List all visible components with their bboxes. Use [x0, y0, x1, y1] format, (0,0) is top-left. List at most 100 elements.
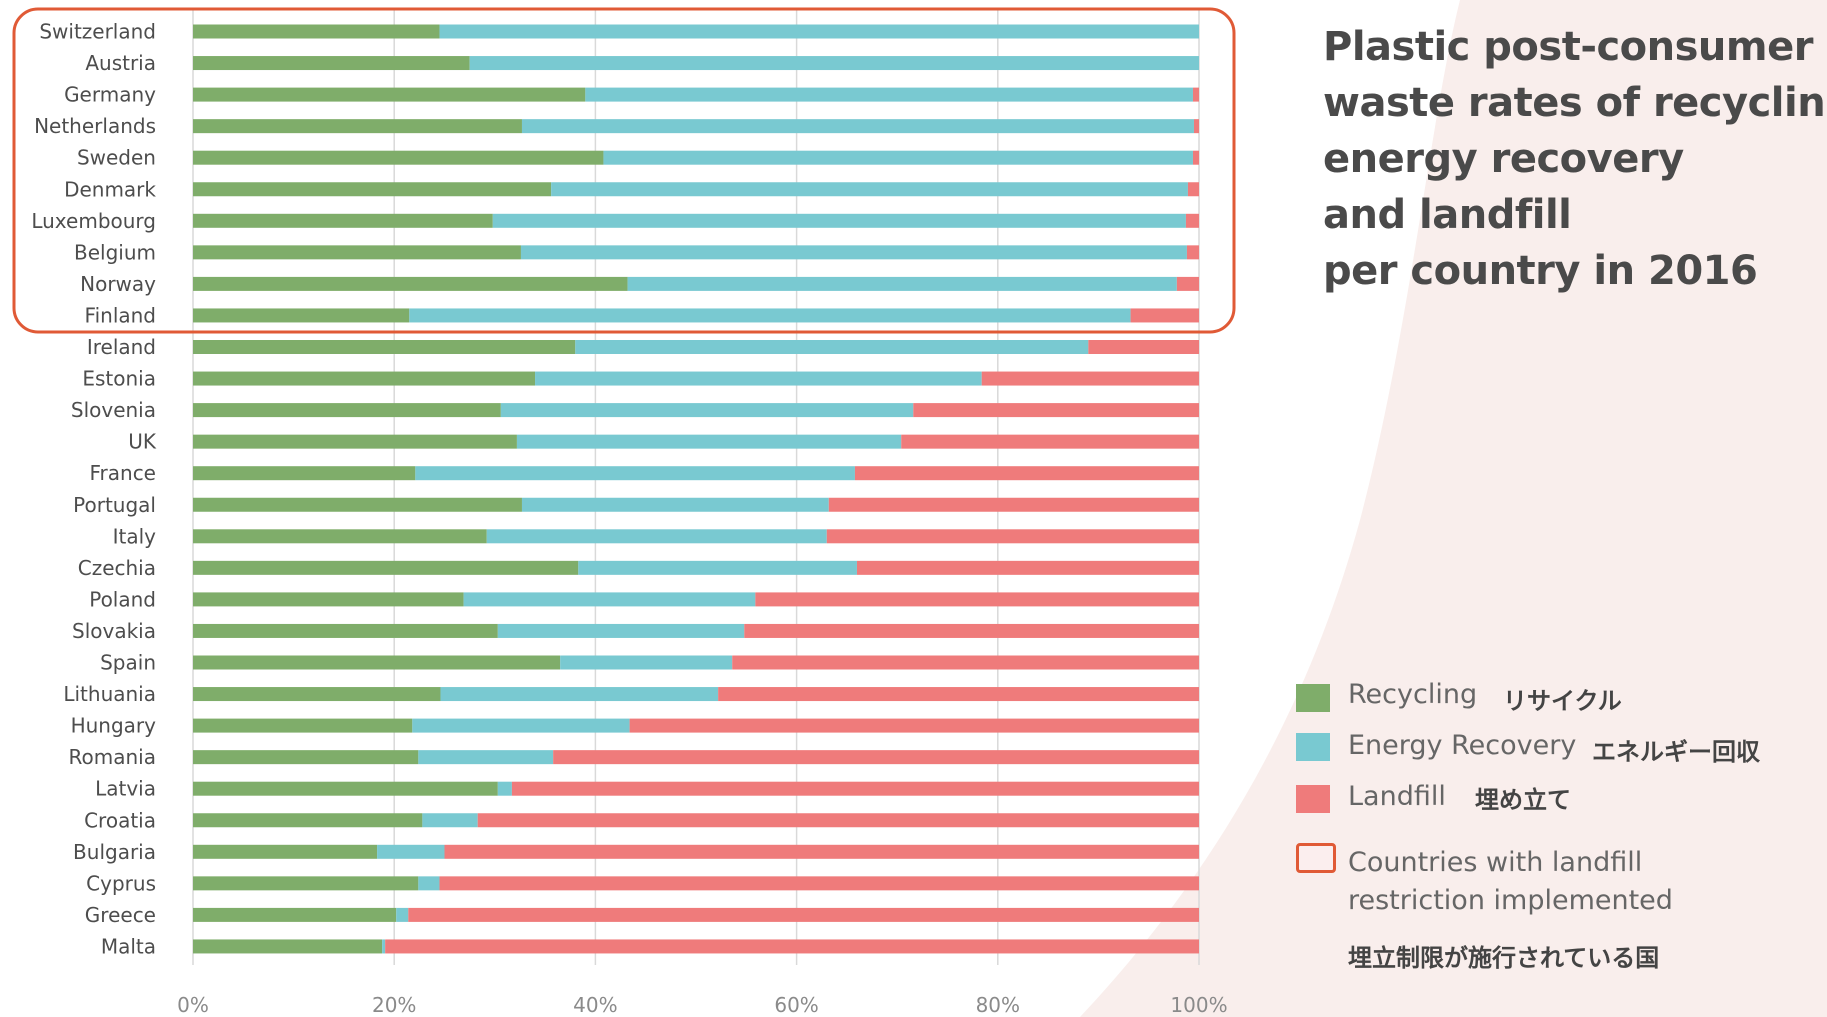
- title-line-3: energy recovery: [1323, 136, 1684, 182]
- bar-landfill: [901, 434, 1199, 449]
- category-label: Malta: [101, 934, 156, 958]
- bar-landfill: [1193, 119, 1199, 134]
- bar-recycling: [193, 844, 378, 859]
- bar-landfill: [1088, 340, 1199, 354]
- category-label: Germany: [64, 83, 156, 107]
- x-tick-label: 40%: [573, 993, 617, 1017]
- bar-energy-recovery: [412, 718, 630, 733]
- category-label: Finland: [85, 303, 156, 327]
- category-label: Luxembourg: [31, 209, 156, 233]
- bar-recycling: [193, 813, 423, 828]
- category-label: Norway: [80, 272, 156, 296]
- bar-recycling: [193, 655, 561, 670]
- bar-recycling: [193, 87, 586, 102]
- bar-landfill: [856, 560, 1199, 575]
- legend-label-landfill-jp: 埋め立て: [1475, 786, 1571, 814]
- bar-landfill: [1185, 213, 1199, 228]
- background-curve-shape: [1080, 0, 1827, 1017]
- bar-recycling: [193, 56, 470, 71]
- bar-landfill: [444, 844, 1199, 859]
- legend-swatch-landfill: [1296, 785, 1330, 813]
- bar-recycling: [193, 592, 464, 607]
- category-label: Portugal: [73, 493, 156, 517]
- bar-recycling: [193, 560, 579, 575]
- bar-energy-recovery: [551, 182, 1188, 197]
- title-line-4: and landfill: [1323, 192, 1572, 238]
- category-label: Slovakia: [72, 619, 156, 643]
- legend-label-energy-recovery: Energy Recovery: [1348, 730, 1577, 761]
- x-tick-label: 80%: [976, 993, 1020, 1017]
- category-label: Switzerland: [39, 20, 156, 44]
- x-tick-label: 0%: [177, 993, 209, 1017]
- category-label: Denmark: [64, 177, 156, 201]
- bar-recycling: [193, 24, 440, 39]
- bar-landfill: [629, 718, 1199, 733]
- bar-landfill: [913, 403, 1199, 418]
- bar-landfill: [1187, 182, 1199, 197]
- bar-energy-recovery: [575, 340, 1089, 354]
- x-tick-label: 100%: [1170, 993, 1227, 1017]
- bar-energy-recovery: [500, 403, 914, 418]
- category-label: Belgium: [74, 240, 156, 264]
- bar-energy-recovery: [439, 24, 1200, 39]
- category-label: Sweden: [77, 146, 156, 170]
- bar-energy-recovery: [603, 150, 1193, 165]
- bar-landfill: [981, 371, 1199, 386]
- category-label: Bulgaria: [73, 840, 156, 864]
- bar-landfill: [718, 687, 1199, 702]
- bar-recycling: [193, 750, 419, 765]
- legend-label-restriction-line1: Countries with landfill: [1348, 847, 1643, 878]
- bar-landfill: [1192, 87, 1199, 102]
- category-label: Latvia: [95, 777, 156, 801]
- bar-recycling: [193, 529, 487, 544]
- bar-recycling: [193, 403, 501, 418]
- bar-landfill: [828, 497, 1199, 512]
- bar-energy-recovery: [396, 907, 409, 922]
- bar-energy-recovery: [418, 876, 440, 891]
- category-label: Greece: [85, 903, 156, 927]
- category-label: Croatia: [84, 808, 156, 832]
- bar-landfill: [1192, 150, 1199, 165]
- bar-energy-recovery: [409, 308, 1131, 323]
- bar-energy-recovery: [521, 497, 829, 512]
- bar-recycling: [193, 687, 441, 702]
- bar-landfill: [1186, 245, 1199, 260]
- legend-label-restriction-jp: 埋立制限が施行されている国: [1348, 944, 1660, 972]
- bar-landfill: [826, 529, 1199, 544]
- bar-recycling: [193, 340, 576, 354]
- bar-recycling: [193, 939, 383, 954]
- bar-energy-recovery: [415, 466, 855, 481]
- bar-energy-recovery: [492, 213, 1186, 228]
- bar-energy-recovery: [521, 119, 1194, 134]
- bar-landfill: [1130, 308, 1199, 323]
- bar-energy-recovery: [497, 623, 745, 638]
- grid-lines: [192, 10, 1200, 965]
- category-label: Lithuania: [63, 682, 156, 706]
- legend-swatch-recycling: [1296, 684, 1330, 712]
- bar-recycling: [193, 276, 628, 291]
- bar-landfill: [732, 655, 1199, 670]
- title-line-1: Plastic post-consumer: [1323, 24, 1813, 70]
- category-label: Netherlands: [34, 114, 156, 138]
- bar-energy-recovery: [585, 87, 1193, 102]
- category-label: Ireland: [87, 335, 156, 359]
- bar-energy-recovery: [382, 939, 386, 954]
- bar-recycling: [193, 623, 498, 638]
- x-tick-label: 60%: [774, 993, 818, 1017]
- bar-recycling: [193, 434, 517, 449]
- bar-energy-recovery: [422, 813, 478, 828]
- legend-label-recycling: Recycling: [1348, 679, 1478, 710]
- bar-landfill: [854, 466, 1199, 481]
- bar-energy-recovery: [440, 687, 719, 702]
- bar-energy-recovery: [486, 529, 827, 544]
- legend-swatch-restriction-box: [1296, 843, 1336, 873]
- bar-recycling: [193, 497, 522, 512]
- category-label: Slovenia: [71, 398, 156, 422]
- category-label: Italy: [113, 524, 157, 548]
- bar-energy-recovery: [463, 592, 756, 607]
- bar-recycling: [193, 781, 498, 796]
- bar-landfill: [408, 907, 1199, 922]
- category-label: Estonia: [82, 367, 156, 391]
